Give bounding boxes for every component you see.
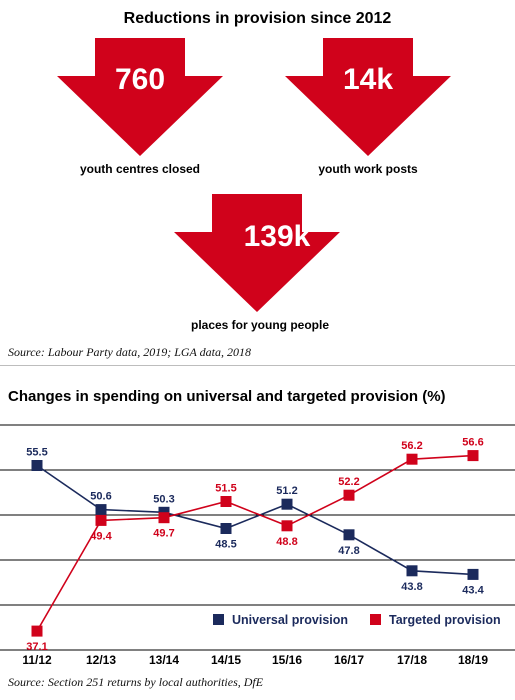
legend-swatch-universal bbox=[213, 614, 224, 625]
data-point bbox=[343, 489, 355, 501]
data-label: 49.7 bbox=[153, 528, 174, 540]
data-label: 56.6 bbox=[462, 437, 483, 449]
data-point bbox=[343, 529, 355, 541]
data-label: 51.2 bbox=[276, 485, 297, 497]
data-label: 50.6 bbox=[90, 491, 111, 503]
x-axis-labels: 11/12 12/13 13/14 14/15 15/16 16/17 17/18 18/19 bbox=[22, 653, 488, 667]
data-label: 51.5 bbox=[215, 483, 236, 495]
data-label: 43.4 bbox=[462, 584, 484, 596]
data-label: 47.8 bbox=[338, 545, 359, 557]
data-label: 48.5 bbox=[215, 539, 236, 551]
series-lines bbox=[36, 454, 474, 632]
chart-source: Source: Section 251 returns by local aut… bbox=[8, 675, 264, 689]
data-points bbox=[31, 450, 479, 637]
data-point bbox=[406, 565, 418, 577]
series-line-universal bbox=[36, 464, 474, 576]
data-point bbox=[31, 460, 43, 471]
data-point bbox=[406, 453, 418, 465]
data-point bbox=[31, 625, 43, 637]
data-label: 49.4 bbox=[90, 530, 112, 542]
data-label: 52.2 bbox=[338, 476, 359, 488]
stat-label-youth-work-posts: youth work posts bbox=[318, 162, 418, 176]
data-label: 56.2 bbox=[401, 440, 422, 452]
x-tick-label: 17/18 bbox=[397, 653, 427, 667]
data-point bbox=[220, 496, 232, 507]
x-tick-label: 15/16 bbox=[272, 653, 302, 667]
data-point bbox=[158, 512, 170, 524]
divider bbox=[0, 365, 515, 366]
x-tick-label: 14/15 bbox=[211, 653, 241, 667]
stat-label-places: places for young people bbox=[190, 318, 330, 332]
x-tick-label: 18/19 bbox=[458, 653, 488, 667]
x-tick-label: 12/13 bbox=[86, 653, 116, 667]
down-arrow-icon bbox=[57, 38, 223, 156]
data-point bbox=[281, 520, 293, 532]
x-tick-label: 16/17 bbox=[334, 653, 364, 667]
data-label: 37.1 bbox=[26, 641, 47, 653]
data-point bbox=[281, 498, 293, 510]
data-label: 55.5 bbox=[26, 447, 47, 459]
gridlines bbox=[0, 424, 515, 651]
data-point bbox=[95, 504, 107, 516]
down-arrow-icon bbox=[285, 38, 451, 156]
legend-swatch-targeted bbox=[370, 614, 381, 625]
data-point bbox=[467, 568, 479, 580]
stat-value-places: 139k bbox=[243, 220, 311, 253]
chart-title: Changes in spending on universal and tar… bbox=[8, 388, 446, 405]
infographic-title: Reductions in provision since 2012 bbox=[123, 10, 392, 27]
data-point bbox=[220, 523, 232, 534]
data-point bbox=[95, 514, 107, 526]
data-label: 48.8 bbox=[276, 536, 297, 548]
x-tick-label: 13/14 bbox=[149, 653, 179, 667]
stat-label-youth-centres: youth centres closed bbox=[79, 162, 201, 176]
legend-label-universal: Universal provision bbox=[232, 613, 348, 627]
x-tick-label: 11/12 bbox=[22, 653, 52, 667]
data-label: 50.3 bbox=[153, 493, 174, 505]
infographic-source: Source: Labour Party data, 2019; LGA dat… bbox=[8, 345, 251, 359]
stat-value-youth-work-posts: 14k bbox=[342, 63, 394, 96]
data-point bbox=[467, 450, 479, 462]
series-line-targeted bbox=[36, 454, 474, 632]
legend: Universal provision Targeted provision bbox=[213, 613, 501, 627]
data-labels: 55.5 50.6 50.3 48.5 51.2 47.8 43.8 43.4 37.1 49.4… bbox=[26, 437, 484, 653]
line-chart: 55.5 50.6 50.3 48.5 51.2 47.8 43.8 43.4 37.1 49.4… bbox=[0, 424, 515, 667]
stat-value-youth-centres: 760 bbox=[114, 63, 166, 96]
data-label: 43.8 bbox=[401, 581, 422, 593]
down-arrow-icon bbox=[174, 194, 340, 312]
legend-label-targeted: Targeted provision bbox=[389, 613, 501, 627]
